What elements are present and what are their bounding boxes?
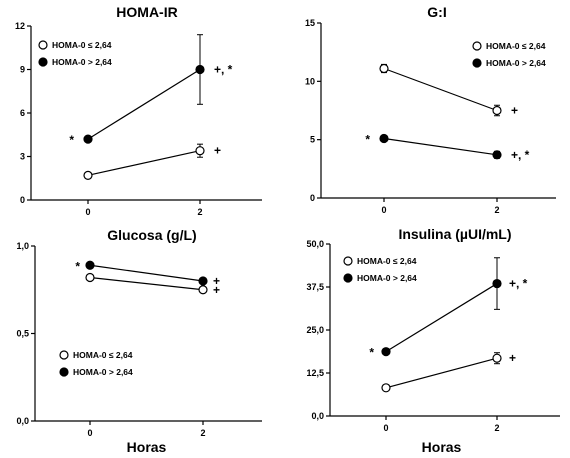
- legend-marker: [59, 350, 69, 360]
- y-tick-label: 9: [20, 65, 25, 75]
- legend-label: HOMA-0 > 2,64: [73, 367, 133, 377]
- legend-marker: [38, 40, 48, 50]
- x-tick-label: 0: [381, 205, 386, 215]
- x-tick-label: 0: [87, 428, 92, 438]
- y-tick-label: 12: [15, 21, 25, 31]
- legend-marker: [343, 273, 353, 283]
- data-point: [198, 276, 208, 286]
- chart-panel-2: G:I 0 5 10 15 0 2 * + +, * HOMA-0 ≤ 2,64 HOMA-0 > 2…: [305, 4, 556, 215]
- legend-marker: [59, 367, 69, 377]
- series-line-2: [385, 283, 498, 353]
- series-line-1: [89, 276, 204, 291]
- data-point: [492, 150, 502, 160]
- chart-panel-4: Insulina (µUI/mL) 0,0 12,5 25,0 37,5 50,0 0 2 Ho…: [306, 226, 560, 455]
- chart-panel-1: HOMA-IR 0 3 6 9 12 0 2 * +, * + HOMA-0 ≤ 2,64 HOMA-0…: [15, 4, 262, 217]
- data-point: [85, 260, 95, 270]
- data-point: [492, 105, 502, 116]
- y-tick-label: 0,0: [16, 416, 29, 426]
- x-tick-label: 0: [383, 423, 388, 433]
- y-tick-label: 0: [310, 193, 315, 203]
- legend-marker: [472, 41, 482, 51]
- x-tick-label: 2: [494, 205, 499, 215]
- data-point: [379, 63, 389, 74]
- chart-title: G:I: [427, 4, 446, 20]
- y-tick-label: 0,0: [311, 411, 324, 421]
- legend-label: HOMA-0 ≤ 2,64: [486, 41, 546, 51]
- legend-label: HOMA-0 ≤ 2,64: [73, 350, 133, 360]
- series-line-1: [383, 67, 498, 112]
- data-point: [492, 278, 502, 289]
- legend-label: HOMA-0 > 2,64: [52, 57, 112, 67]
- legend-label: HOMA-0 ≤ 2,64: [357, 256, 417, 266]
- y-tick-label: 12,5: [306, 368, 324, 378]
- chart-title: Insulina (µUI/mL): [398, 226, 511, 242]
- significance-mark: +: [509, 351, 516, 365]
- chart-panel-3: Glucosa (g/L) 0,0 0,5 1,0 0 2 Horas * ++ HOMA-0 ≤…: [16, 227, 262, 455]
- significance-mark: +: [511, 104, 518, 118]
- significance-mark: *: [69, 133, 74, 147]
- significance-mark: +: [213, 283, 220, 297]
- significance-mark: +, *: [509, 277, 528, 291]
- legend-label: HOMA-0 ≤ 2,64: [52, 40, 112, 50]
- significance-mark: *: [75, 259, 80, 273]
- y-tick-label: 10: [305, 76, 315, 86]
- x-tick-label: 2: [197, 207, 202, 217]
- y-tick-label: 50,0: [306, 239, 324, 249]
- significance-mark: *: [365, 133, 370, 147]
- y-tick-label: 37,5: [306, 282, 324, 292]
- data-point: [198, 285, 208, 295]
- legend-marker: [343, 256, 353, 266]
- data-point: [381, 383, 391, 393]
- data-point: [195, 146, 205, 156]
- significance-mark: +: [213, 274, 220, 288]
- data-point: [379, 133, 389, 144]
- y-tick-label: 6: [20, 108, 25, 118]
- significance-mark: +, *: [511, 148, 530, 162]
- significance-mark: +, *: [214, 63, 233, 77]
- data-point: [83, 170, 93, 180]
- series-line-2: [383, 137, 498, 156]
- series-line-2: [87, 68, 201, 140]
- data-point: [83, 134, 93, 144]
- legend-marker: [38, 57, 48, 67]
- y-tick-label: 15: [305, 18, 315, 28]
- x-tick-label: 2: [200, 428, 205, 438]
- data-point: [85, 272, 95, 283]
- y-tick-label: 25,0: [306, 325, 324, 335]
- y-tick-label: 1,0: [16, 241, 29, 251]
- legend-marker: [472, 58, 482, 68]
- data-point: [492, 353, 502, 363]
- series-line-1: [87, 150, 201, 176]
- series-line-1: [385, 357, 498, 389]
- data-point: [195, 64, 205, 75]
- y-tick-label: 3: [20, 152, 25, 162]
- x-tick-label: 2: [494, 423, 499, 433]
- chart-title: HOMA-IR: [116, 4, 177, 20]
- x-tick-label: 0: [85, 207, 90, 217]
- chart-title: Glucosa (g/L): [107, 227, 196, 243]
- series-line-2: [89, 264, 204, 282]
- y-tick-label: 5: [310, 135, 315, 145]
- x-axis-label: Horas: [127, 439, 167, 455]
- data-point: [381, 347, 391, 357]
- y-tick-label: 0: [20, 195, 25, 205]
- x-axis-label: Horas: [422, 439, 462, 455]
- significance-mark: *: [369, 346, 374, 360]
- legend-label: HOMA-0 > 2,64: [486, 58, 546, 68]
- significance-mark: +: [214, 144, 221, 158]
- y-tick-label: 0,5: [16, 329, 29, 339]
- legend-label: HOMA-0 > 2,64: [357, 273, 417, 283]
